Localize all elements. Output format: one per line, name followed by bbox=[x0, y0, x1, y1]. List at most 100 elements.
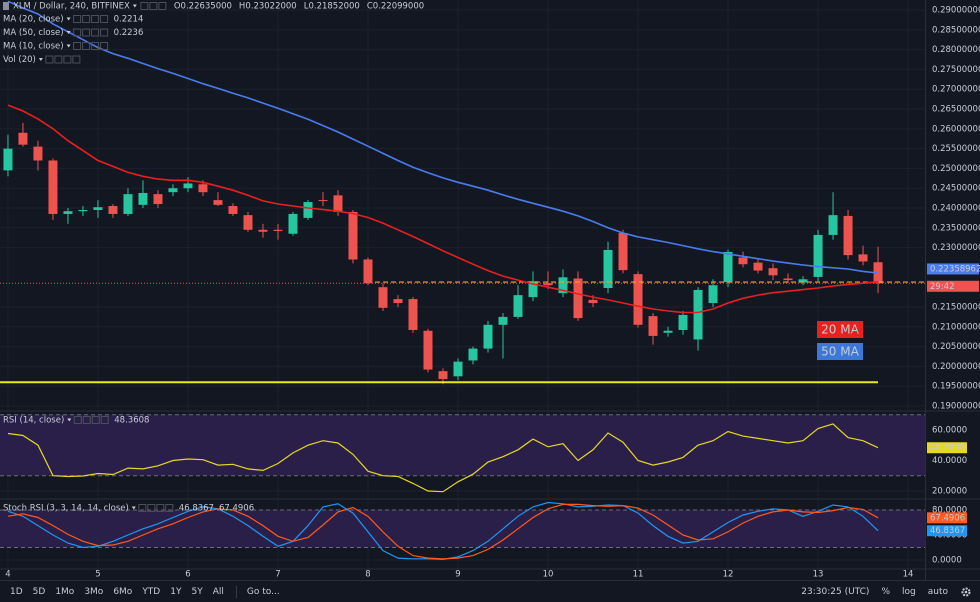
option-button[interactable]: log bbox=[902, 586, 916, 597]
value-label-box bbox=[927, 442, 967, 454]
candle-body bbox=[273, 229, 283, 231]
y-tick-label: 0.20500000 bbox=[932, 342, 980, 352]
annotation-box bbox=[817, 343, 863, 360]
range-button[interactable]: 5Y bbox=[191, 586, 203, 597]
panel-title: RSI (14, close) bbox=[3, 416, 64, 426]
legend-value: 46.8367 bbox=[179, 504, 214, 514]
legend-entry: MA (50, close) bbox=[3, 28, 64, 38]
legend-entry: MA (10, close) bbox=[3, 42, 64, 52]
candle-body bbox=[213, 200, 223, 205]
legend-button bbox=[138, 504, 147, 512]
legend-button bbox=[72, 55, 81, 64]
legend-value: 48.3608 bbox=[114, 416, 149, 426]
candle-body bbox=[453, 361, 463, 377]
candle-body bbox=[258, 229, 268, 232]
x-tick-label: 9 bbox=[455, 570, 460, 580]
option-button[interactable]: auto bbox=[927, 586, 948, 597]
candle-body bbox=[678, 314, 688, 330]
candle-body bbox=[738, 257, 748, 265]
candle-body bbox=[513, 295, 523, 317]
candle-body bbox=[153, 194, 163, 205]
range-button[interactable]: 6Mo bbox=[113, 586, 133, 597]
band bbox=[0, 414, 925, 476]
range-button[interactable]: 5D bbox=[32, 586, 46, 597]
candle-body bbox=[408, 299, 418, 330]
candle-body bbox=[633, 274, 643, 325]
range-button[interactable]: YTD bbox=[142, 586, 161, 597]
candle-body bbox=[423, 330, 433, 370]
candle-body bbox=[3, 148, 13, 171]
y-tick-label: 0.27000000 bbox=[932, 85, 980, 95]
y-tick-label: 0.23500000 bbox=[932, 223, 980, 233]
ohlc-key: C bbox=[367, 2, 373, 12]
candle-body bbox=[243, 215, 253, 230]
candle-body bbox=[33, 146, 43, 161]
legend-button bbox=[73, 416, 82, 424]
series-line bbox=[7, 104, 879, 314]
candle-body bbox=[333, 195, 343, 212]
y-tick-label: 0.25500000 bbox=[932, 144, 980, 154]
y-tick-label: 0.26000000 bbox=[932, 124, 980, 134]
candle-body bbox=[378, 287, 388, 308]
ohlc-key: O bbox=[174, 2, 181, 12]
legend-button bbox=[82, 15, 91, 23]
legend-button bbox=[54, 55, 63, 64]
candle-body bbox=[573, 278, 583, 319]
option-button[interactable]: % bbox=[881, 586, 890, 597]
candle-body bbox=[108, 206, 118, 214]
legend-button bbox=[82, 28, 91, 37]
range-button[interactable]: 1Y bbox=[170, 586, 182, 597]
y-tick-label: 0.19000000 bbox=[932, 402, 980, 412]
y-tick-label: 0.28500000 bbox=[932, 25, 980, 35]
candle-body bbox=[798, 279, 808, 283]
dropdown-caret bbox=[131, 506, 136, 510]
y-tick-label: 0.23000000 bbox=[932, 243, 980, 253]
chart: 4 5 6 7 8 9 10 11 12 13 14 0.29000000 0.28500000 0.28… bbox=[0, 0, 980, 580]
candle-body bbox=[393, 299, 403, 304]
candle-body bbox=[528, 281, 538, 298]
y-tick-label: 0.21000000 bbox=[932, 322, 980, 332]
legend-button bbox=[147, 504, 156, 512]
legend-button bbox=[158, 2, 167, 10]
y-tick-label: 0.20000000 bbox=[932, 362, 980, 372]
legend-button bbox=[63, 55, 72, 64]
legend-button bbox=[140, 2, 149, 10]
legend-button bbox=[149, 2, 158, 10]
candle-body bbox=[813, 234, 823, 277]
legend-button bbox=[100, 15, 109, 23]
candle-body bbox=[723, 251, 733, 283]
range-button[interactable]: 3Mo bbox=[84, 586, 104, 597]
legend-button bbox=[73, 15, 82, 23]
ohlc-key: H bbox=[239, 2, 245, 12]
legend-button bbox=[82, 416, 91, 424]
x-tick-label: 6 bbox=[185, 570, 190, 580]
candle-body bbox=[123, 194, 133, 214]
candle-body bbox=[363, 259, 373, 284]
price-label: 0.22358962 bbox=[930, 264, 980, 274]
annotation-text: 20 MA bbox=[821, 323, 859, 337]
legend-button bbox=[156, 504, 165, 512]
range-button[interactable]: 1D bbox=[10, 586, 23, 597]
legend-button bbox=[100, 42, 109, 50]
candle-body bbox=[708, 285, 718, 304]
price-label-box bbox=[927, 263, 979, 275]
x-tick-label: 7 bbox=[275, 570, 280, 580]
range-button[interactable]: All bbox=[212, 586, 224, 597]
y-tick-label: 80.0000 bbox=[932, 506, 967, 516]
y-tick-label: 0.27500000 bbox=[932, 65, 980, 75]
y-tick-label: 0.24000000 bbox=[932, 204, 980, 214]
y-tick-label: 40.0000 bbox=[932, 456, 967, 466]
goto-button[interactable]: Go to... bbox=[246, 586, 280, 597]
ohlc-value: 0.23022000 bbox=[245, 2, 296, 12]
range-button[interactable]: 1Mo bbox=[55, 586, 75, 597]
panel-title: Stoch RSI (3, 3, 14, 14, close) bbox=[3, 504, 129, 514]
candle-body bbox=[558, 277, 568, 294]
legend-value: 0.2214 bbox=[114, 15, 144, 25]
toolbar-right: 23:30:25 (UTC) % log auto bbox=[801, 586, 980, 598]
value-label: 67.4906 bbox=[930, 513, 965, 523]
legend-button bbox=[82, 42, 91, 50]
settings-icon[interactable] bbox=[960, 586, 972, 598]
clock: 23:30:25 (UTC) bbox=[801, 586, 870, 597]
candle-body bbox=[648, 316, 658, 336]
y-tick-label: 0.29000000 bbox=[932, 6, 980, 16]
